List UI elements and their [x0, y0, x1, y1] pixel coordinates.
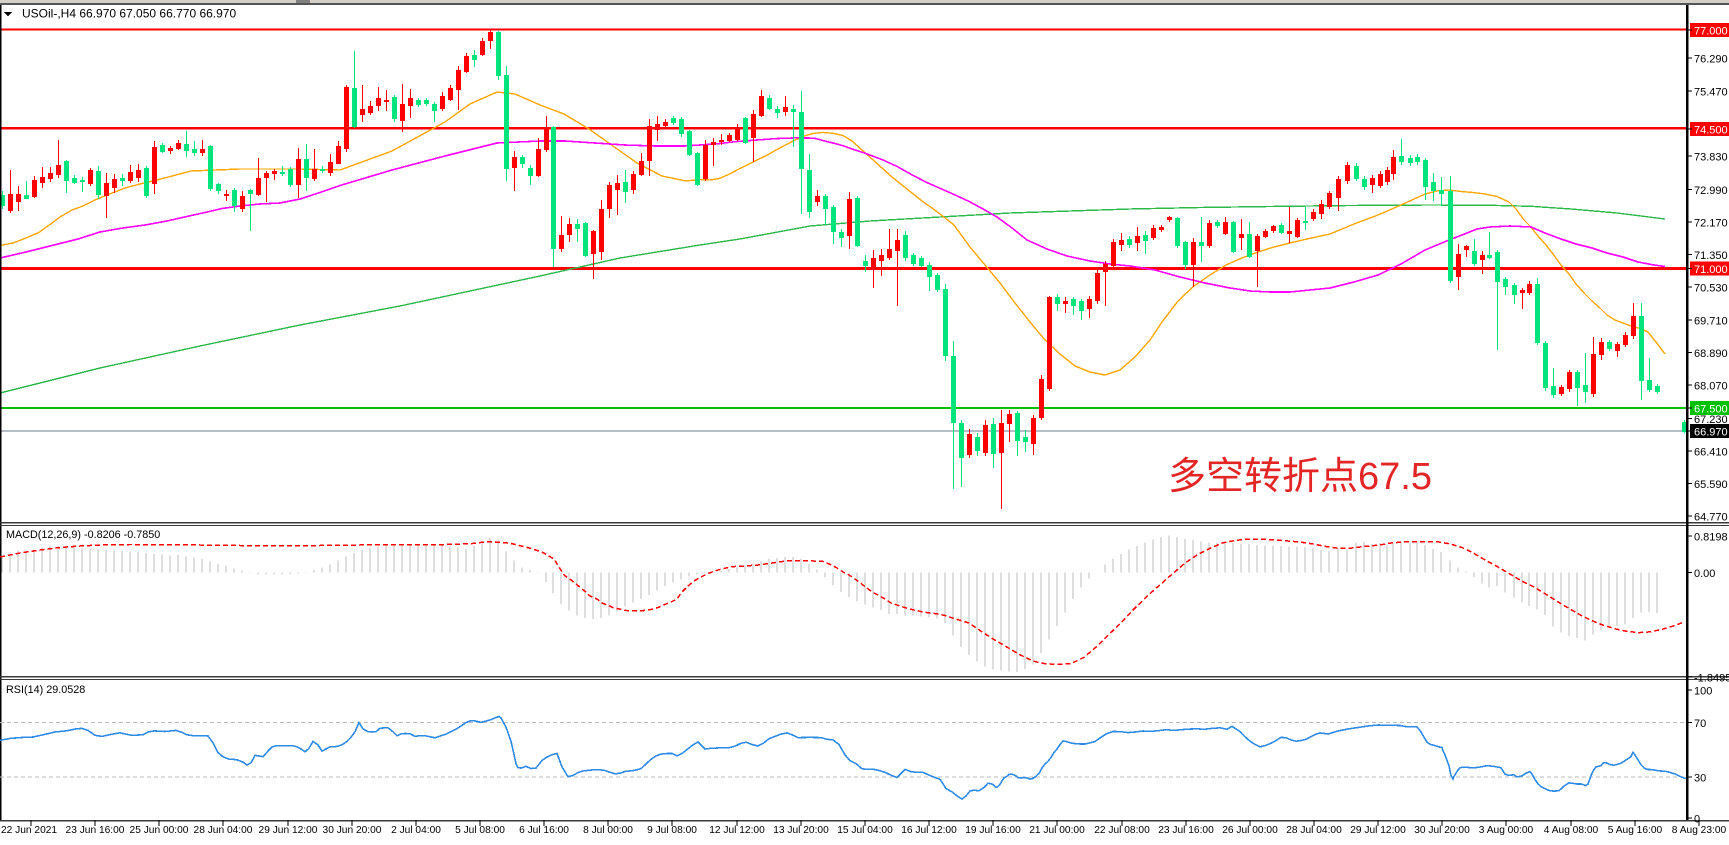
svg-text:23 Jul 16:00: 23 Jul 16:00 — [1158, 825, 1214, 836]
svg-text:0.00: 0.00 — [1694, 568, 1715, 580]
svg-text:30 Jun 20:00: 30 Jun 20:00 — [323, 825, 382, 836]
svg-text:75.470: 75.470 — [1694, 86, 1728, 98]
svg-text:73.830: 73.830 — [1694, 152, 1728, 164]
svg-text:-1.8495: -1.8495 — [1694, 673, 1729, 685]
svg-text:5 Aug 16:00: 5 Aug 16:00 — [1608, 825, 1663, 836]
svg-text:76.290: 76.290 — [1694, 54, 1728, 66]
svg-text:多空转折点67.5: 多空转折点67.5 — [1168, 456, 1432, 498]
svg-text:USOil-,H4 66.970 67.050 66.77: USOil-,H4 66.970 67.050 66.770 66.970 — [22, 7, 236, 21]
svg-text:21 Jul 00:00: 21 Jul 00:00 — [1029, 825, 1085, 836]
svg-text:23 Jun 16:00: 23 Jun 16:00 — [66, 825, 125, 836]
svg-text:64.770: 64.770 — [1694, 512, 1728, 524]
svg-text:13 Jul 20:00: 13 Jul 20:00 — [773, 825, 829, 836]
svg-text:15 Jul 04:00: 15 Jul 04:00 — [837, 825, 893, 836]
svg-text:22 Jun 2021: 22 Jun 2021 — [1, 825, 57, 836]
svg-text:67.230: 67.230 — [1694, 414, 1728, 426]
svg-text:28 Jul 04:00: 28 Jul 04:00 — [1286, 825, 1342, 836]
svg-text:2 Jul 04:00: 2 Jul 04:00 — [391, 825, 441, 836]
svg-text:70: 70 — [1694, 718, 1706, 730]
svg-text:29 Jul 12:00: 29 Jul 12:00 — [1350, 825, 1406, 836]
svg-text:30 Jul 20:00: 30 Jul 20:00 — [1414, 825, 1470, 836]
svg-text:69.710: 69.710 — [1694, 315, 1728, 327]
svg-text:65.590: 65.590 — [1694, 479, 1728, 491]
svg-text:25 Jun 00:00: 25 Jun 00:00 — [130, 825, 189, 836]
svg-text:30: 30 — [1694, 773, 1706, 785]
svg-text:MACD(12,26,9) -0.8206 -0.7850: MACD(12,26,9) -0.8206 -0.7850 — [6, 529, 160, 541]
svg-text:70.530: 70.530 — [1694, 283, 1728, 295]
svg-text:68.890: 68.890 — [1694, 348, 1728, 360]
svg-text:74.500: 74.500 — [1694, 125, 1728, 137]
svg-text:68.070: 68.070 — [1694, 380, 1728, 392]
svg-text:0.8198: 0.8198 — [1694, 532, 1728, 544]
svg-text:RSI(14) 29.0528: RSI(14) 29.0528 — [6, 684, 85, 696]
svg-text:5 Jul 08:00: 5 Jul 08:00 — [455, 825, 505, 836]
svg-text:28 Jun 04:00: 28 Jun 04:00 — [194, 825, 253, 836]
svg-text:72.990: 72.990 — [1694, 185, 1728, 197]
svg-text:77.000: 77.000 — [1694, 26, 1728, 38]
svg-text:8 Aug 23:00: 8 Aug 23:00 — [1672, 825, 1727, 836]
svg-text:71.350: 71.350 — [1694, 250, 1728, 262]
svg-text:66.970: 66.970 — [1694, 427, 1728, 439]
svg-text:9 Jul 08:00: 9 Jul 08:00 — [647, 825, 697, 836]
svg-text:71.000: 71.000 — [1694, 264, 1728, 276]
svg-text:67.500: 67.500 — [1694, 404, 1728, 416]
svg-text:26 Jul 00:00: 26 Jul 00:00 — [1222, 825, 1278, 836]
svg-text:72.170: 72.170 — [1694, 217, 1728, 229]
svg-text:19 Jul 16:00: 19 Jul 16:00 — [965, 825, 1021, 836]
svg-text:66.410: 66.410 — [1694, 446, 1728, 458]
svg-text:29 Jun 12:00: 29 Jun 12:00 — [259, 825, 318, 836]
svg-text:22 Jul 08:00: 22 Jul 08:00 — [1094, 825, 1150, 836]
svg-text:8 Jul 00:00: 8 Jul 00:00 — [583, 825, 633, 836]
svg-text:16 Jul 12:00: 16 Jul 12:00 — [901, 825, 957, 836]
svg-text:6 Jul 16:00: 6 Jul 16:00 — [519, 825, 569, 836]
svg-text:12 Jul 12:00: 12 Jul 12:00 — [709, 825, 765, 836]
svg-text:3 Aug 00:00: 3 Aug 00:00 — [1479, 825, 1534, 836]
svg-text:100: 100 — [1694, 686, 1712, 698]
svg-text:4 Aug 08:00: 4 Aug 08:00 — [1544, 825, 1599, 836]
svg-text:0: 0 — [1694, 814, 1700, 826]
